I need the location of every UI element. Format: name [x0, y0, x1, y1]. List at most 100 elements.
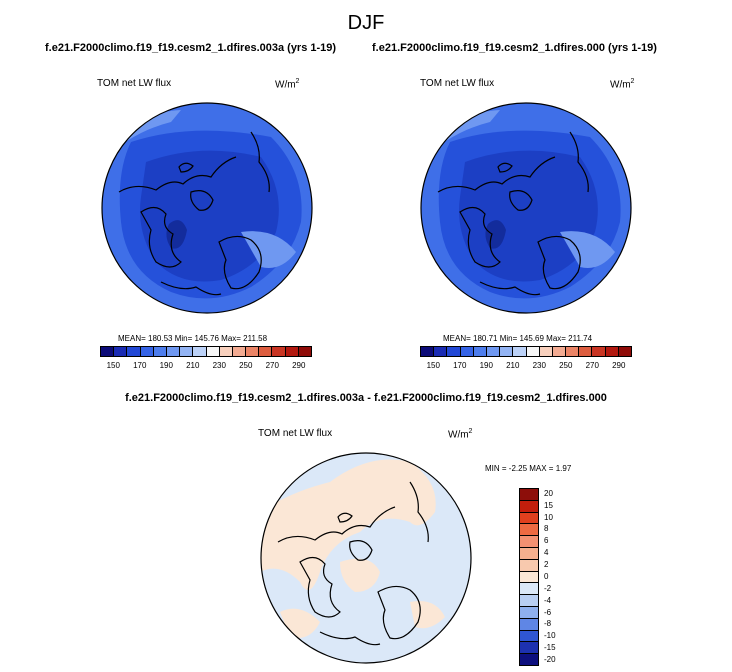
- colorbar-swatch: [520, 511, 538, 524]
- colorbar-tick-label: 170: [133, 361, 147, 370]
- colorbar-swatch: [258, 347, 272, 356]
- colorbar-tick-label: 230: [212, 361, 226, 370]
- panel1-colorbar: [100, 346, 312, 357]
- colorbar-swatch: [284, 347, 298, 356]
- colorbar-swatch: [459, 347, 473, 356]
- colorbar-tick-label: 150: [426, 361, 440, 370]
- coastlines: [437, 131, 589, 296]
- colorbar-swatch: [485, 347, 500, 356]
- colorbar-tick-label: 210: [186, 361, 200, 370]
- colorbar-swatch: [512, 347, 526, 356]
- colorbar-tick-label: 15: [544, 500, 553, 510]
- colorbar-swatch: [520, 641, 538, 654]
- colorbar-swatch: [165, 347, 180, 356]
- panel2-stats: MEAN= 180.71 Min= 145.69 Max= 211.74: [443, 334, 593, 343]
- map-region-pale-top: [421, 110, 500, 162]
- colorbar-swatch: [520, 558, 538, 571]
- map-region-pale-right: [560, 231, 615, 268]
- colorbar-swatch: [126, 347, 140, 356]
- map-region-inner: [140, 150, 279, 282]
- colorbar-tick-label: -8: [544, 619, 552, 629]
- panel2-variable-label: TOM net LW flux: [420, 78, 495, 89]
- colorbar-tick-label: 0: [544, 571, 549, 581]
- panel1-polar-map: [101, 102, 313, 314]
- colorbar-swatch: [520, 499, 538, 512]
- colorbar-swatch: [520, 570, 538, 583]
- colorbar-swatch: [179, 347, 193, 356]
- panel1-variable-label: TOM net LW flux: [97, 78, 172, 89]
- colorbar-swatch: [218, 347, 232, 356]
- colorbar-tick-label: 210: [506, 361, 520, 370]
- difference-variable-label: TOM net LW flux: [258, 428, 333, 439]
- panel1-stats: MEAN= 180.53 Min= 145.76 Max= 211.58: [118, 334, 268, 343]
- colorbar-tick-label: -20: [544, 655, 556, 664]
- colorbar-tick-label: 290: [292, 361, 306, 370]
- colorbar-tick-label: 150: [106, 361, 120, 370]
- colorbar-tick-label: 270: [585, 361, 599, 370]
- colorbar-swatch: [525, 347, 539, 356]
- coastlines: [118, 131, 270, 296]
- colorbar-tick-label: 6: [544, 536, 549, 546]
- map-region-pale-right: [241, 231, 296, 268]
- colorbar-swatch: [101, 347, 114, 356]
- colorbar-swatch: [245, 347, 259, 356]
- colorbar-tick-label: 2: [544, 560, 549, 570]
- colorbar-swatch: [520, 594, 538, 606]
- colorbar-swatch: [565, 347, 579, 356]
- colorbar-swatch: [520, 605, 538, 618]
- colorbar-swatch: [139, 347, 153, 356]
- colorbar-tick-label: 8: [544, 524, 549, 534]
- panel2-colorbar-ticks: 150 170 190 210 230 250 270 290: [420, 361, 632, 371]
- colorbar-swatch: [297, 347, 311, 356]
- colorbar-tick-label: 270: [265, 361, 279, 370]
- colorbar-swatch: [499, 347, 513, 356]
- panel2-colorbar: [420, 346, 632, 357]
- colorbar-swatch: [520, 546, 538, 559]
- colorbar-tick-label: 190: [159, 361, 173, 370]
- colorbar-tick-label: 250: [239, 361, 253, 370]
- panel1-units-label: W/m2: [275, 78, 300, 91]
- difference-stats: MIN = -2.25 MAX = 1.97: [485, 464, 572, 473]
- difference-colorbar-ticks: 20 15 10 8 6 4 2 0 -2 -4 -6 -8 -10 -15 -20: [544, 488, 574, 666]
- colorbar-swatch: [604, 347, 618, 356]
- colorbar-swatch: [520, 582, 538, 595]
- difference-polar-map: [260, 452, 472, 664]
- colorbar-tick-label: -10: [544, 631, 556, 641]
- map-region-warm-1: [261, 459, 436, 590]
- colorbar-swatch: [433, 347, 447, 356]
- colorbar-tick-label: 4: [544, 548, 549, 558]
- colorbar-tick-label: 170: [453, 361, 467, 370]
- panel1-colorbar-ticks: 150 170 190 210 230 250 270 290: [100, 361, 312, 371]
- colorbar-tick-label: -15: [544, 643, 556, 653]
- panel2-polar-map: [420, 102, 632, 314]
- colorbar-swatch: [617, 347, 631, 356]
- difference-title: f.e21.F2000climo.f19_f19.cesm2_1.dfires.…: [125, 392, 607, 404]
- colorbar-swatch: [446, 347, 460, 356]
- colorbar-tick-label: -4: [544, 595, 552, 605]
- colorbar-swatch: [520, 653, 538, 665]
- map-region-inner: [459, 150, 598, 282]
- difference-colorbar: [519, 488, 539, 666]
- colorbar-swatch: [231, 347, 246, 356]
- colorbar-swatch: [538, 347, 552, 356]
- colorbar-tick-label: 190: [479, 361, 493, 370]
- map-region-warm-2: [340, 558, 380, 592]
- colorbar-swatch: [591, 347, 605, 356]
- colorbar-swatch: [113, 347, 127, 356]
- colorbar-swatch: [271, 347, 285, 356]
- colorbar-swatch: [472, 347, 486, 356]
- panel2-units-label: W/m2: [610, 78, 635, 91]
- colorbar-swatch: [152, 347, 166, 356]
- colorbar-tick-label: 230: [532, 361, 546, 370]
- colorbar-swatch: [520, 489, 538, 500]
- colorbar-swatch: [520, 629, 538, 642]
- coastlines: [277, 481, 429, 646]
- colorbar-tick-label: 20: [544, 488, 553, 498]
- main-title: DJF: [347, 12, 385, 34]
- colorbar-swatch: [520, 535, 538, 547]
- panel2-title: f.e21.F2000climo.f19_f19.cesm2_1.dfires.…: [372, 42, 657, 54]
- colorbar-tick-label: -6: [544, 607, 552, 617]
- colorbar-swatch: [520, 617, 538, 630]
- panel1-title: f.e21.F2000climo.f19_f19.cesm2_1.dfires.…: [45, 42, 337, 54]
- colorbar-swatch: [520, 523, 538, 536]
